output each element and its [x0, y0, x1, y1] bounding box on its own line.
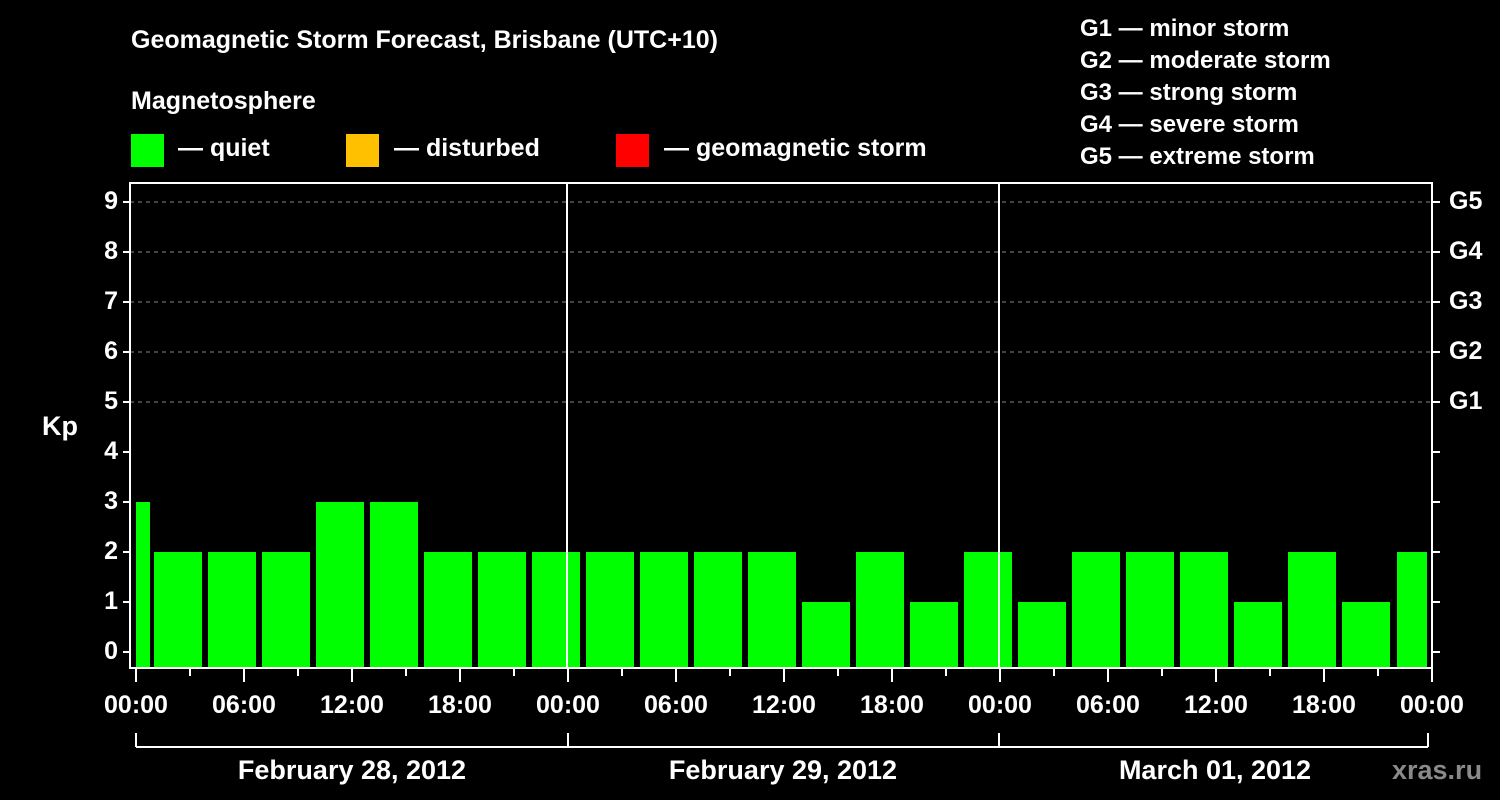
g-tick-label: G3 — [1449, 287, 1483, 315]
y-axis-label: Kp — [42, 411, 78, 441]
y-tick-label: 7 — [104, 287, 118, 315]
kp-bar — [856, 552, 904, 668]
kp-bar — [1342, 602, 1390, 668]
x-tick-label: 18:00 — [1292, 691, 1356, 719]
kp-bar — [586, 552, 634, 668]
g-scale-5: G5 — extreme storm — [1080, 143, 1315, 170]
g-tick-label: G5 — [1449, 187, 1483, 215]
legend-swatch-quiet — [131, 134, 164, 167]
legend-swatch-disturbed — [346, 134, 379, 167]
kp-bar — [532, 552, 580, 668]
kp-bar — [1180, 552, 1228, 668]
g-tick-label: G2 — [1449, 337, 1483, 365]
kp-bar — [1397, 552, 1427, 668]
y-tick-label: 2 — [104, 537, 118, 565]
kp-bar — [208, 552, 256, 668]
g-tick-label: G1 — [1449, 387, 1483, 415]
y-tick-label: 8 — [104, 237, 118, 265]
y-tick-label: 5 — [104, 387, 118, 415]
g-scale-4: G4 — severe storm — [1080, 111, 1299, 138]
kp-bar — [1018, 602, 1066, 668]
y-tick-label: 1 — [104, 587, 118, 615]
kp-bar — [802, 602, 850, 668]
kp-bar — [964, 552, 1012, 668]
y-tick-label: 0 — [104, 637, 118, 665]
kp-bar — [1126, 552, 1174, 668]
y-tick-label: 4 — [104, 437, 118, 465]
kp-bar — [478, 552, 526, 668]
legend-label-quiet: — quiet — [178, 134, 270, 162]
x-tick-label: 00:00 — [104, 691, 168, 719]
kp-bar — [154, 552, 202, 668]
y-tick-label: 9 — [104, 187, 118, 215]
x-tick-label: 06:00 — [212, 691, 276, 719]
kp-bar — [316, 502, 364, 668]
watermark: xras.ru — [1392, 755, 1483, 785]
x-tick-label: 06:00 — [644, 691, 708, 719]
kp-bar — [910, 602, 958, 668]
date-label: March 01, 2012 — [1118, 755, 1312, 785]
legend-label-storm: — geomagnetic storm — [664, 134, 927, 162]
x-tick-label: 12:00 — [752, 691, 816, 719]
legend-label-disturbed: — disturbed — [394, 134, 540, 162]
y-tick-label: 6 — [104, 337, 118, 365]
x-tick-label: 18:00 — [428, 691, 492, 719]
x-tick-label: 12:00 — [320, 691, 384, 719]
x-tick-label: 18:00 — [860, 691, 924, 719]
kp-bar — [640, 552, 688, 668]
kp-bar — [424, 552, 472, 668]
x-tick-label: 00:00 — [968, 691, 1032, 719]
x-tick-label: 06:00 — [1076, 691, 1140, 719]
plot-frame — [129, 182, 1433, 669]
kp-bar — [1288, 552, 1336, 668]
kp-bar — [748, 552, 796, 668]
kp-bar — [1072, 552, 1120, 668]
kp-bar — [370, 502, 418, 668]
g-scale-3: G3 — strong storm — [1080, 79, 1298, 106]
x-tick-label: 00:00 — [536, 691, 600, 719]
legend-heading: Magnetosphere — [131, 87, 316, 115]
g-scale-2: G2 — moderate storm — [1080, 47, 1331, 74]
x-tick-label: 12:00 — [1184, 691, 1248, 719]
legend-swatch-storm — [616, 134, 649, 167]
kp-bar — [262, 552, 310, 668]
kp-bar — [694, 552, 742, 668]
x-tick-label: 00:00 — [1400, 691, 1464, 719]
kp-bar — [136, 502, 150, 668]
g-tick-label: G4 — [1449, 237, 1483, 265]
chart-title: Geomagnetic Storm Forecast, Brisbane (UT… — [131, 26, 718, 54]
date-label: February 28, 2012 — [237, 755, 467, 785]
date-label: February 29, 2012 — [668, 755, 898, 785]
kp-bar — [1234, 602, 1282, 668]
y-tick-label: 3 — [104, 487, 118, 515]
g-scale-1: G1 — minor storm — [1080, 15, 1290, 42]
